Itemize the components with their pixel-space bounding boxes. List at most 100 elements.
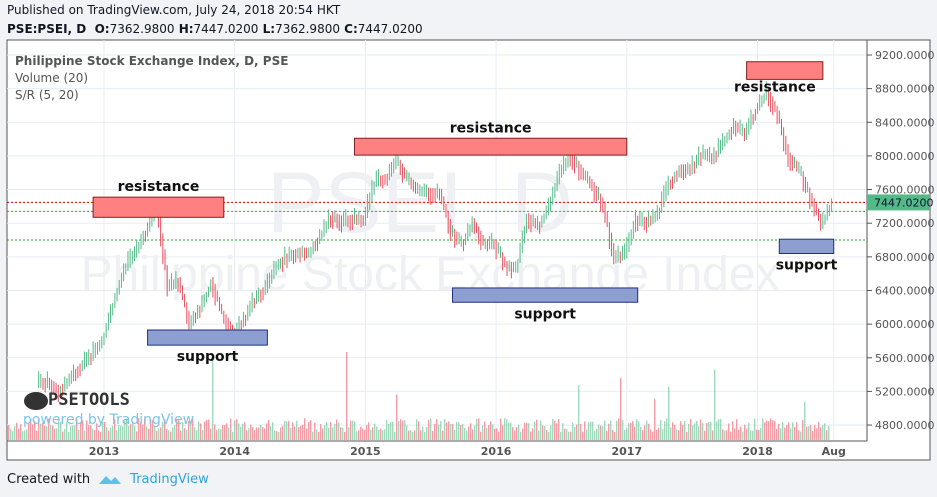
- volume-bar: [326, 422, 328, 440]
- psetools-logo: PSETOOLS powered by TradingView: [23, 390, 194, 428]
- volume-bar: [204, 421, 206, 440]
- volume-bar: [126, 418, 128, 440]
- volume-bar: [540, 420, 542, 440]
- volume-bar: [524, 422, 526, 440]
- volume-bar: [236, 419, 238, 440]
- price-axis[interactable]: 9200.0000 8800.0000 8400.0000 8000.0000 7600…: [867, 49, 935, 432]
- volume-bar: [346, 351, 348, 440]
- volume-bar: [576, 424, 578, 440]
- logo-brand: PSETOOLS: [48, 390, 130, 410]
- volume-bar: [732, 421, 734, 440]
- volume-bar: [12, 430, 14, 440]
- volume-bar: [522, 428, 524, 440]
- volume-bar: [312, 431, 314, 440]
- volume-bar: [322, 428, 324, 440]
- volume-bar: [146, 426, 148, 440]
- tradingview-link[interactable]: TradingView: [130, 472, 209, 487]
- volume-bar: [356, 431, 358, 440]
- volume-bar: [630, 422, 632, 440]
- volume-bar: [636, 419, 638, 440]
- sr-levels: [7, 201, 867, 241]
- support-label: support: [776, 257, 838, 273]
- volume-bar: [282, 425, 284, 440]
- volume-bar: [154, 426, 156, 440]
- volume-bar: [254, 429, 256, 440]
- volume-bar: [148, 428, 150, 440]
- volume-bar: [486, 427, 488, 440]
- volume-bar: [342, 427, 344, 440]
- resistance-label: resistance: [118, 179, 200, 195]
- volume-bar: [542, 425, 544, 440]
- volume-bar: [658, 427, 660, 440]
- volume-bar: [588, 422, 590, 440]
- volume-bar: [206, 419, 208, 440]
- volume-bar: [722, 429, 724, 440]
- volume-bar: [86, 420, 88, 440]
- volume-bar: [334, 423, 336, 440]
- volume-bar: [66, 421, 68, 440]
- volume-bar: [490, 421, 492, 440]
- volume-bar: [330, 422, 332, 440]
- volume-bar: [220, 428, 222, 440]
- volume-bar: [472, 429, 474, 440]
- volume-bar: [726, 430, 728, 440]
- volume-bar: [548, 431, 550, 440]
- volume-bar: [362, 428, 364, 440]
- resistance-label: resistance: [450, 120, 532, 136]
- volume-bar: [266, 423, 268, 440]
- volume-bar: [458, 422, 460, 440]
- volume-bar: [252, 427, 254, 440]
- volume-bar: [54, 428, 56, 440]
- volume-bar: [624, 429, 626, 440]
- volume-bar: [48, 418, 50, 440]
- volume-bar: [760, 428, 762, 440]
- volume-bar: [698, 426, 700, 440]
- volume-bar: [476, 418, 478, 440]
- open-label: O:: [94, 22, 110, 36]
- volume-bar: [80, 422, 82, 440]
- volume-bar: [484, 421, 486, 440]
- volume-bar: [700, 419, 702, 440]
- volume-bar: [368, 422, 370, 440]
- volume-bar: [354, 421, 356, 440]
- volume-bar: [238, 423, 240, 440]
- volume-bar: [710, 421, 712, 440]
- time-axis[interactable]: 2013 2014 2015 2016 2017 2018 Aug: [89, 445, 846, 458]
- volume-bar: [112, 425, 114, 440]
- volume-bar: [136, 431, 138, 440]
- volume-bar: [656, 429, 658, 440]
- volume-bar: [728, 423, 730, 440]
- volume-bar: [820, 427, 822, 440]
- volume-bar: [352, 420, 354, 440]
- y-tick-label: 6400.0000: [875, 284, 935, 297]
- volume-bar: [688, 423, 690, 440]
- volume-bar: [306, 428, 308, 440]
- volume-bar: [562, 423, 564, 440]
- volume-bar: [578, 385, 580, 440]
- volume-bar: [374, 423, 376, 440]
- volume-bar: [672, 422, 674, 440]
- volume-bar: [128, 425, 130, 440]
- volume-bar: [304, 418, 306, 440]
- volume-bar: [24, 430, 26, 440]
- volume-bar: [828, 425, 830, 440]
- volume-bar: [76, 419, 78, 440]
- y-tick-label: 8800.0000: [875, 83, 935, 96]
- volume-bar: [94, 430, 96, 440]
- y-tick-label: 8400.0000: [875, 116, 935, 129]
- volume-bar: [118, 425, 120, 440]
- volume-bar: [278, 431, 280, 440]
- volume-bar: [444, 418, 446, 440]
- volume-bar: [778, 423, 780, 440]
- volume-bar: [132, 421, 134, 440]
- last-price-badge: [867, 194, 930, 211]
- price-chart[interactable]: PSEI, D Philippine Stock Exchange Index …: [0, 0, 937, 470]
- volume-bar: [400, 419, 402, 440]
- volume-bar: [300, 425, 302, 440]
- volume-bar: [364, 429, 366, 440]
- volume-bar: [742, 431, 744, 440]
- volume-bar: [292, 422, 294, 440]
- volume-bar: [60, 421, 62, 440]
- volume-bar: [72, 425, 74, 440]
- volume-bar: [100, 431, 102, 440]
